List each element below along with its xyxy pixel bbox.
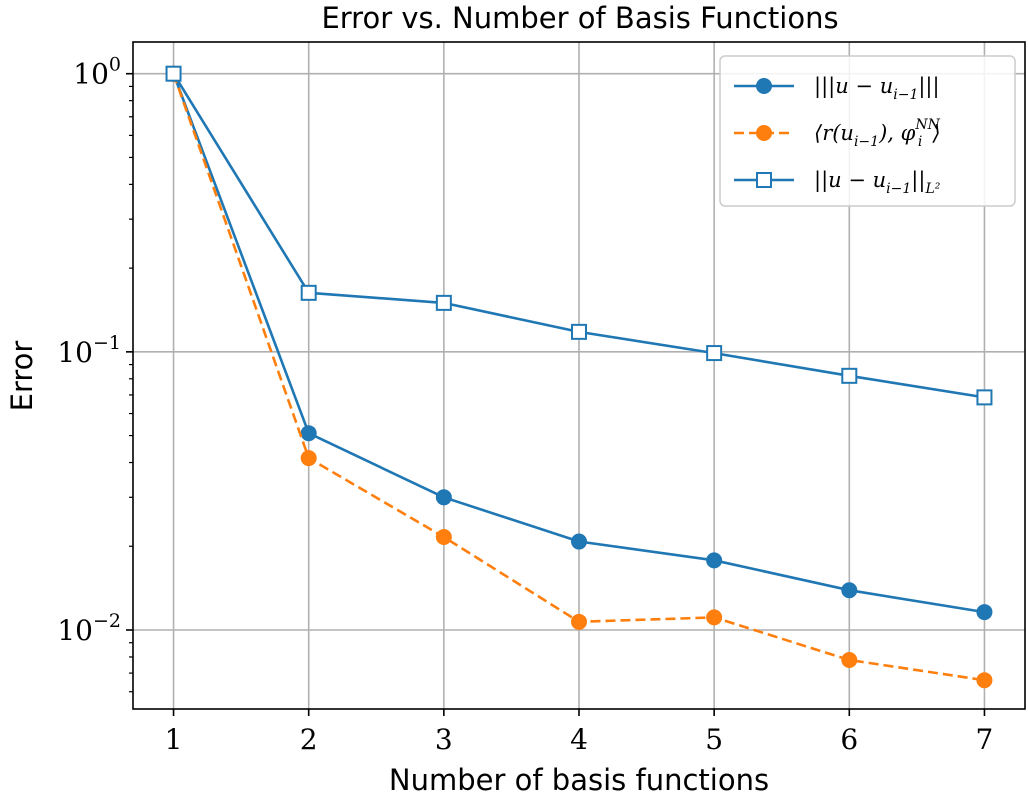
chart-title: Error vs. Number of Basis Functions [321, 1, 838, 35]
x-tick-label: 2 [300, 723, 318, 756]
square-marker [435, 294, 452, 311]
legend-entry-1: |||u − ui−1||| [734, 74, 940, 103]
series-3 [165, 65, 993, 406]
point-marker [706, 609, 723, 626]
series-1 [165, 65, 993, 621]
legend-label: ||u − ui−1||L² [814, 168, 941, 197]
plot-series [165, 65, 993, 689]
square-marker [756, 172, 772, 188]
x-tick-label: 4 [570, 723, 588, 756]
y-tick-label: 10−2 [57, 610, 121, 647]
square-marker [300, 284, 317, 301]
y-tick-label: 100 [73, 54, 121, 91]
square-marker [841, 367, 858, 384]
point-marker [841, 582, 858, 599]
x-tick-label: 1 [165, 723, 183, 756]
legend: |||u − ui−1||| ⟨r(ui−1), φNN i ⟩ ||u − ui−1|… [719, 55, 1016, 207]
point-marker [706, 552, 723, 569]
x-axis-label: Number of basis functions [389, 763, 769, 797]
y-axis-label: Error [5, 341, 39, 412]
x-tick-label: 3 [435, 723, 453, 756]
point-marker [976, 604, 993, 621]
x-tick-label: 5 [705, 723, 723, 756]
point-marker [435, 528, 452, 545]
point-marker [571, 613, 587, 630]
legend-entry-3: ||u − ui−1||L² [734, 168, 941, 197]
axis-ticks: 1 2 3 4 5 6 7 100 10−1 10−2 [57, 54, 993, 756]
square-marker [571, 323, 587, 340]
point-marker [435, 489, 452, 506]
square-marker [706, 345, 723, 362]
point-marker [571, 533, 587, 550]
square-marker [976, 389, 993, 406]
legend-box [719, 55, 1016, 207]
point-marker [300, 450, 317, 467]
square-marker [165, 65, 182, 82]
legend-label: |||u − ui−1||| [814, 74, 940, 103]
x-tick-label: 7 [976, 723, 994, 756]
point-marker [976, 672, 993, 689]
y-tick-label: 10−1 [57, 332, 121, 369]
point-marker [756, 78, 772, 94]
point-marker [756, 125, 772, 141]
x-tick-label: 6 [840, 723, 858, 756]
legend-entry-2: ⟨r(ui−1), φNN i ⟩ [734, 117, 941, 150]
point-marker [300, 425, 317, 442]
legend-label: ⟨r(ui−1), φNN i ⟩ [814, 117, 941, 150]
point-marker [841, 652, 858, 669]
